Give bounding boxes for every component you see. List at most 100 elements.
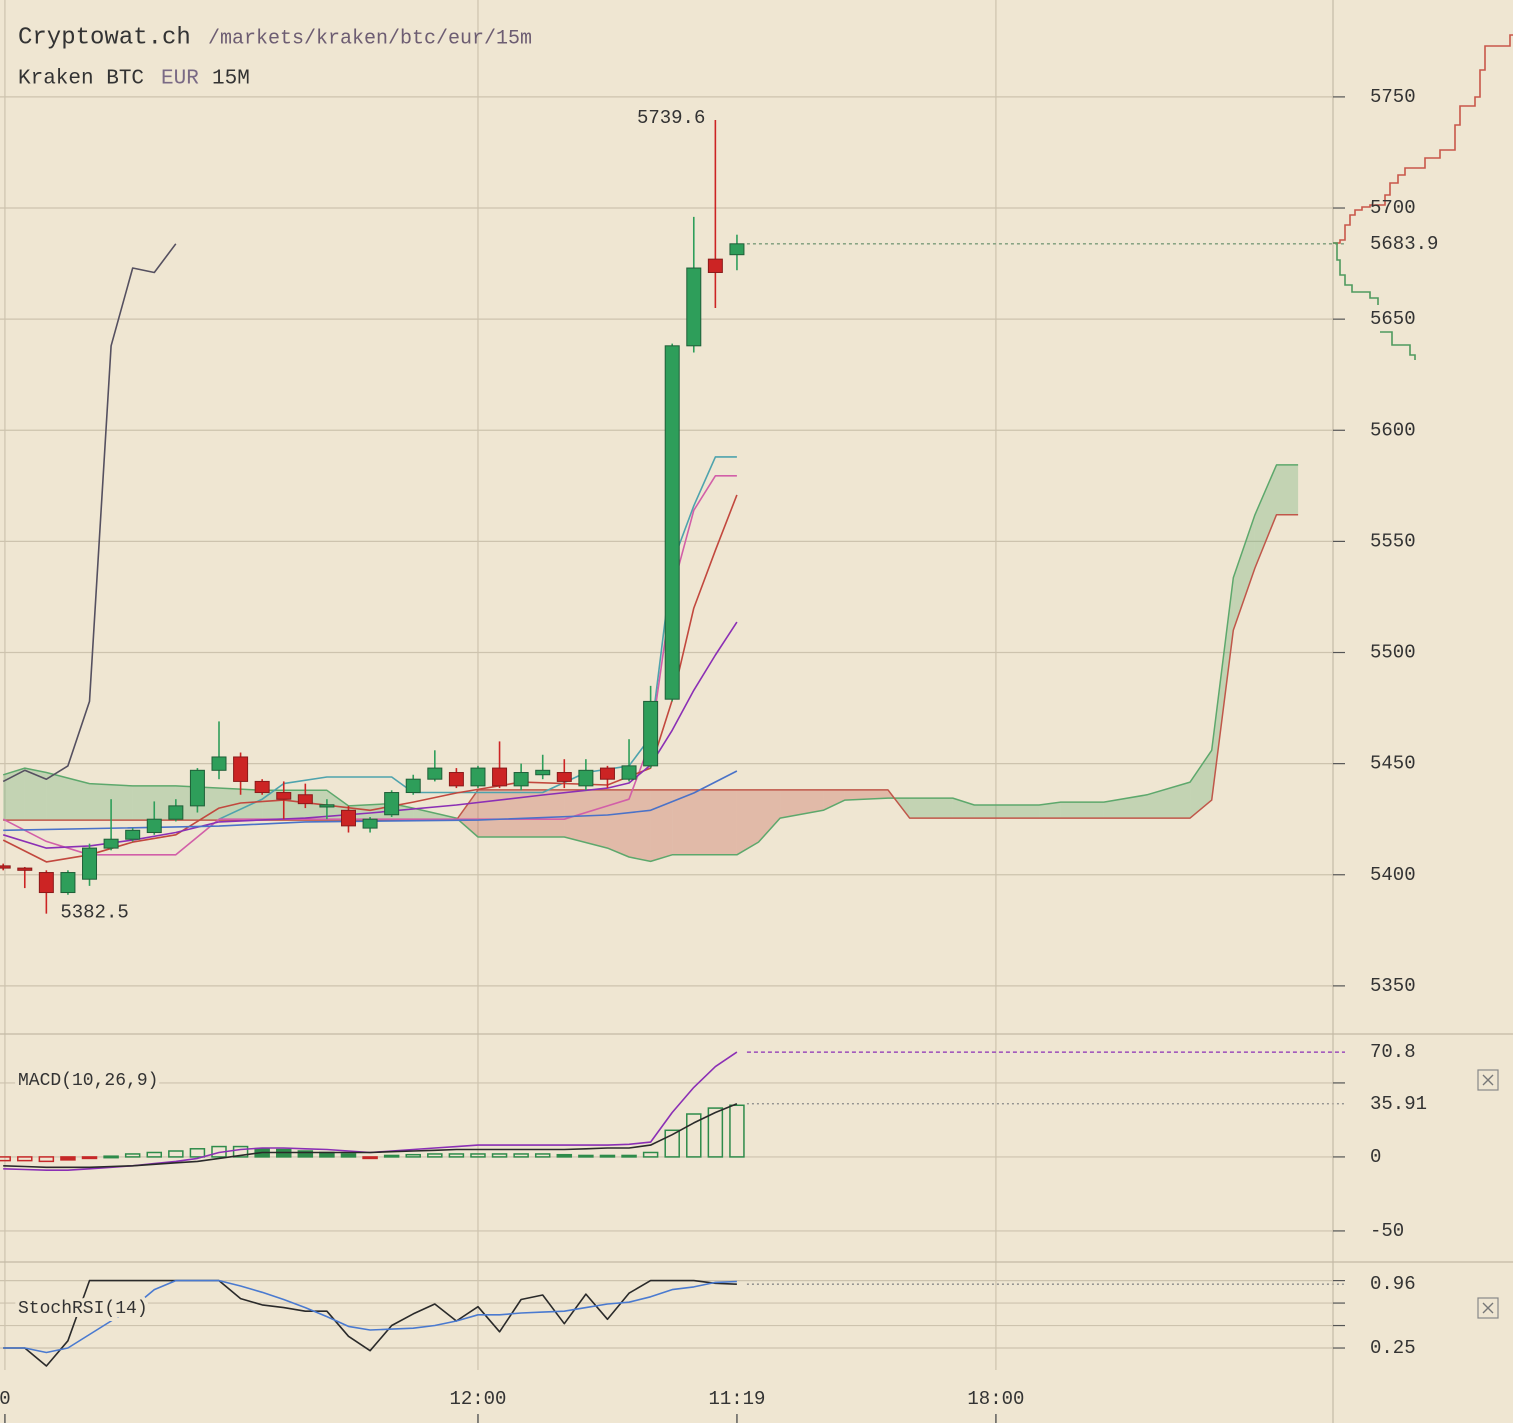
depth-asks bbox=[1333, 34, 1513, 244]
site-name: Cryptowat.ch bbox=[18, 24, 191, 51]
depth-bids bbox=[1333, 242, 1416, 360]
candle-body bbox=[578, 769, 594, 787]
candle-body bbox=[211, 756, 227, 771]
candle-body bbox=[125, 829, 141, 840]
close-box[interactable] bbox=[1477, 1069, 1499, 1091]
cloud-fill bbox=[564, 789, 608, 849]
cloud-fill bbox=[607, 789, 629, 857]
quote-currency: EUR bbox=[161, 68, 199, 91]
histogram-bar bbox=[340, 1153, 357, 1158]
stoch-line bbox=[3, 1279, 737, 1367]
candle-body bbox=[384, 792, 400, 816]
histogram-bar bbox=[81, 1156, 98, 1160]
cloud-fill bbox=[1211, 577, 1234, 801]
histogram-bar bbox=[578, 1154, 594, 1158]
close-icon[interactable] bbox=[1482, 1302, 1494, 1314]
candle-body bbox=[38, 872, 54, 894]
y-tick-label: 5450 bbox=[1370, 753, 1416, 775]
histogram-bar bbox=[232, 1145, 249, 1158]
cloud-fill bbox=[478, 789, 565, 837]
candle-body bbox=[146, 818, 162, 834]
candle-body bbox=[686, 267, 702, 347]
candle-body bbox=[448, 772, 464, 787]
cloud-fill bbox=[1039, 802, 1061, 819]
cloud-fill bbox=[3, 768, 25, 821]
close-stochrsi-button[interactable] bbox=[1477, 1297, 1499, 1319]
candle-body bbox=[599, 767, 615, 780]
current-time-label: 11:19 bbox=[708, 1388, 765, 1410]
y-tick-label: 5350 bbox=[1370, 975, 1416, 997]
y-tick-label: 5650 bbox=[1370, 308, 1416, 330]
candle-body bbox=[513, 772, 529, 787]
histogram-bar bbox=[405, 1153, 421, 1158]
last-value-label: 0.96 bbox=[1370, 1273, 1416, 1295]
histogram-bar bbox=[17, 1156, 33, 1162]
candle-body bbox=[168, 805, 184, 820]
candle-body bbox=[189, 769, 205, 807]
close-box[interactable] bbox=[1477, 1297, 1499, 1319]
macd-line bbox=[3, 1103, 738, 1169]
candle-body bbox=[556, 772, 572, 782]
cloud-fill bbox=[909, 798, 953, 819]
cloud-fill bbox=[974, 805, 1040, 819]
x-tick-label: 0 bbox=[0, 1388, 11, 1410]
histogram-bar bbox=[60, 1156, 76, 1161]
y-tick-label: 5550 bbox=[1370, 530, 1416, 552]
y-tick-label: 5500 bbox=[1370, 642, 1416, 664]
indicator-line bbox=[3, 770, 738, 832]
histogram-bar bbox=[146, 1151, 163, 1158]
histogram-bar bbox=[297, 1150, 314, 1158]
cloud-fill bbox=[24, 768, 47, 821]
close-icon[interactable] bbox=[1482, 1074, 1494, 1086]
cloud-fill bbox=[262, 790, 327, 821]
y-tick-label: 5700 bbox=[1370, 197, 1416, 219]
candle-body bbox=[362, 818, 378, 829]
panel-title: StochRSI(14) bbox=[18, 1299, 148, 1319]
market-pair: Kraken BTC bbox=[18, 68, 144, 91]
y-tick-label: -50 bbox=[1370, 1220, 1404, 1242]
stoch-line bbox=[3, 1279, 737, 1354]
candle-body bbox=[297, 794, 313, 805]
low-label: 5382.5 bbox=[60, 902, 128, 924]
interval: 15M bbox=[212, 68, 250, 91]
url-path: /markets/kraken/btc/eur/15m bbox=[208, 27, 532, 50]
histogram-bar bbox=[707, 1107, 724, 1158]
cloud-fill bbox=[823, 789, 845, 811]
close-macd-button[interactable] bbox=[1477, 1069, 1499, 1091]
candle-body bbox=[621, 765, 637, 780]
candle-body bbox=[0, 865, 11, 869]
panel-title: MACD(10,26,9) bbox=[18, 1071, 158, 1091]
histogram-bar bbox=[642, 1151, 659, 1158]
histogram-bar bbox=[686, 1113, 702, 1158]
histogram-bar bbox=[729, 1104, 745, 1158]
cloud-fill bbox=[672, 789, 737, 855]
candle-body bbox=[60, 872, 76, 894]
histogram-bar bbox=[556, 1153, 573, 1158]
cloud-fill bbox=[1254, 464, 1277, 569]
histogram-bar bbox=[189, 1148, 206, 1158]
candle-body bbox=[643, 700, 659, 767]
candle-body bbox=[254, 780, 270, 794]
y-tick-label: 5600 bbox=[1370, 419, 1416, 441]
candle-body bbox=[276, 792, 292, 800]
candle-body bbox=[319, 804, 335, 808]
candle-body bbox=[492, 767, 508, 787]
candle-body bbox=[470, 767, 486, 787]
histogram-bar bbox=[513, 1153, 529, 1158]
candle-body bbox=[707, 258, 723, 273]
histogram-bar bbox=[427, 1153, 443, 1158]
x-tick-label: 12:00 bbox=[449, 1388, 506, 1410]
last-value-label: 5683.9 bbox=[1370, 233, 1438, 255]
cloud-fill bbox=[780, 789, 824, 819]
candle-body bbox=[664, 345, 680, 700]
candle-body bbox=[535, 769, 551, 776]
histogram-bar bbox=[103, 1155, 119, 1159]
histogram-bar bbox=[664, 1129, 680, 1158]
candle-body bbox=[405, 778, 421, 794]
last-value-label: 70.8 bbox=[1370, 1041, 1416, 1063]
cloud-fill bbox=[629, 789, 651, 862]
candle-body bbox=[233, 756, 249, 782]
cloud-fill bbox=[844, 789, 888, 801]
